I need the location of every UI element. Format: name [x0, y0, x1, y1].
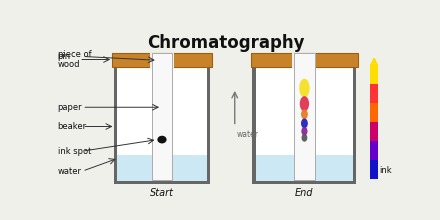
Ellipse shape [301, 127, 308, 136]
Text: ink spot: ink spot [58, 147, 91, 156]
Ellipse shape [301, 109, 308, 119]
Polygon shape [151, 53, 172, 180]
Polygon shape [294, 53, 315, 180]
Ellipse shape [299, 79, 310, 97]
Ellipse shape [158, 136, 167, 143]
Circle shape [300, 56, 309, 64]
Ellipse shape [301, 118, 308, 128]
Text: pin: pin [58, 52, 71, 61]
Text: End: End [295, 188, 314, 198]
Text: piece of
wood: piece of wood [58, 50, 91, 69]
Circle shape [158, 56, 166, 64]
Text: Chromatography: Chromatography [147, 34, 304, 52]
Text: paper: paper [58, 103, 82, 112]
Text: water: water [58, 167, 82, 176]
Text: ink: ink [379, 166, 392, 175]
Text: beaker: beaker [58, 122, 87, 131]
Text: water: water [237, 130, 259, 139]
Text: Start: Start [150, 188, 174, 198]
Ellipse shape [301, 134, 307, 142]
Ellipse shape [300, 96, 309, 111]
